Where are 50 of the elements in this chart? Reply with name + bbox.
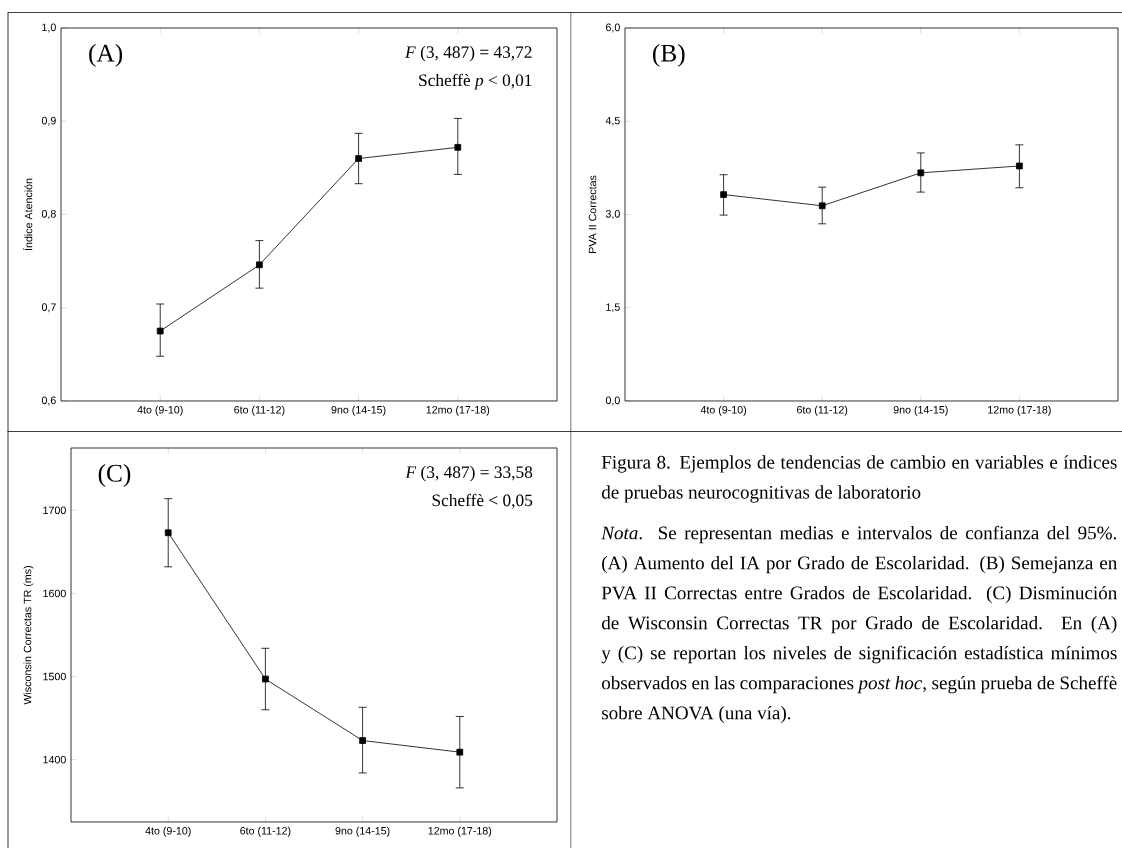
y-axis-title: PVA II Correctas [588,175,597,253]
annotation: (C) [98,463,131,487]
y-tick-label: 0,6 [41,396,56,406]
point [262,675,269,683]
point [454,144,462,151]
y-tick-label: 1,5 [606,303,620,313]
x-tick-label: 12mo (17-18) [428,826,492,837]
x-tick-label: 4to (9-10) [145,826,191,837]
y-axis-title: Índice Atención [22,178,33,251]
x-tick-label: 6to (11-12) [797,405,848,416]
point [917,169,925,177]
y-tick-label: 1,0 [42,23,56,33]
y-tick-label: 1400 [43,755,66,764]
annotation: (A) [89,43,123,67]
y-tick-label: 0,7 [41,303,56,313]
x-tick-label: 6to (11-12) [234,405,285,416]
y-tick-label: 1700 [43,506,66,515]
annotation: Scheffè < 0,05 [432,493,533,509]
y-tick-label: 1600 [43,589,66,598]
point [1016,162,1023,170]
y-tick-label: 3,0 [605,210,620,219]
y-tick-label: 4,5 [605,116,620,126]
annotation: F (3, 487) = 33,58 [405,465,533,482]
text: Figura 8. Ejemplos de tendencias de cambio en variables e índices de pruebas neurocognitivas de laboratorio [601,455,1117,503]
point [359,737,366,744]
point [355,155,362,162]
annotation: F (3, 487) = 43,72 [404,45,532,62]
y-axis-title: Wisconsin Correctas TR (ms) [23,566,34,705]
text: Nota. Se representan medias e intervalos de confianza del 95%. (A) Aumento del IA por Grado de Escolaridad. (B) Semejanza en PVA II Correctas entre Grados de Escolaridad. (C) Disminución de Wisconsin Correctas TR por Grado de Escolaridad. En (A) y (C) se reportan los niveles de significación estadística mínimos observados en las comparaciones post hoc, según prueba de Scheffè sobre ANOVA (una vía). [601,525,1118,724]
y-tick-label: 0,9 [41,116,56,126]
x-tick-label: 4to (9-10) [137,405,183,416]
point [720,191,727,198]
y-tick-label: 1500 [43,672,66,681]
x-tick-label: 9no (14-15) [893,405,948,416]
point [164,529,172,537]
point [156,327,164,335]
annotation: (B) [653,43,685,67]
y-tick-label: 6,0 [606,23,620,33]
x-tick-label: 9no (14-15) [335,826,390,837]
point [256,261,263,269]
x-tick-label: 12mo (17-18) [988,405,1051,416]
x-tick-label: 9no (14-15) [331,405,386,416]
annotation: Scheffè p < 0,01 [419,73,532,90]
y-tick-label: 0,0 [605,396,620,406]
point [818,202,826,210]
x-tick-label: 12mo (17-18) [426,405,490,416]
x-tick-label: 4to (9-10) [700,405,747,416]
point [456,748,464,756]
y-tick-label: 0,8 [41,210,56,219]
x-tick-label: 6to (11-12) [240,826,291,837]
